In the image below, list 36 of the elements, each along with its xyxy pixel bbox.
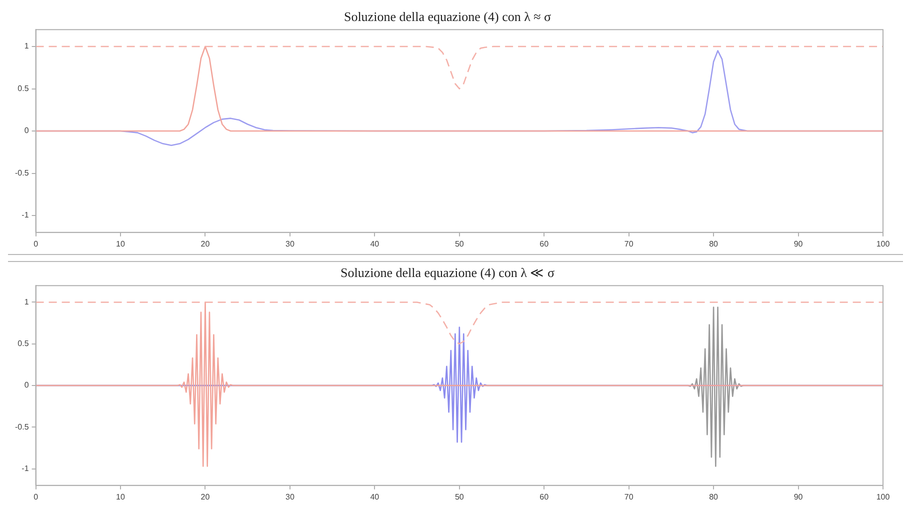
line-series — [36, 302, 883, 345]
x-tick-label: 20 — [200, 492, 210, 502]
y-tick-label: 0.5 — [18, 84, 30, 93]
x-tick-label: 0 — [34, 492, 39, 502]
x-tick-label: 60 — [540, 239, 550, 248]
x-tick-label: 30 — [285, 239, 295, 248]
x-tick-label: 70 — [624, 239, 634, 248]
x-tick-label: 40 — [370, 492, 380, 502]
chart-title: Soluzione della equazione (4) con λ ≪ σ — [340, 265, 554, 280]
y-tick-label: -0.5 — [14, 168, 30, 178]
x-tick-label: 60 — [540, 492, 550, 502]
x-tick-label: 80 — [709, 492, 719, 502]
x-tick-label: 100 — [876, 239, 890, 248]
x-tick-label: 50 — [454, 239, 464, 248]
y-tick-label: 1 — [24, 42, 30, 51]
x-tick-label: 80 — [709, 239, 719, 248]
x-tick-label: 100 — [876, 492, 890, 502]
x-tick-label: 10 — [116, 239, 126, 248]
x-tick-label: 40 — [370, 239, 380, 248]
x-tick-label: 50 — [454, 492, 464, 502]
x-tick-label: 70 — [624, 492, 634, 502]
y-tick-label: -0.5 — [14, 422, 30, 432]
chart-title: Soluzione della equazione (4) con λ ≈ σ — [344, 9, 552, 24]
y-tick-label: 0 — [24, 380, 30, 390]
y-tick-label: -1 — [22, 464, 30, 473]
x-tick-label: 20 — [200, 239, 210, 248]
x-tick-label: 30 — [285, 492, 295, 502]
y-tick-label: 0 — [24, 126, 30, 136]
y-tick-label: 1 — [24, 297, 30, 306]
y-tick-label: -1 — [22, 210, 30, 220]
x-tick-label: 10 — [116, 492, 126, 502]
x-tick-label: 0 — [34, 239, 39, 248]
x-tick-label: 90 — [794, 492, 804, 502]
x-tick-label: 90 — [794, 239, 804, 248]
y-tick-label: 0.5 — [18, 339, 30, 348]
line-series — [36, 46, 883, 90]
